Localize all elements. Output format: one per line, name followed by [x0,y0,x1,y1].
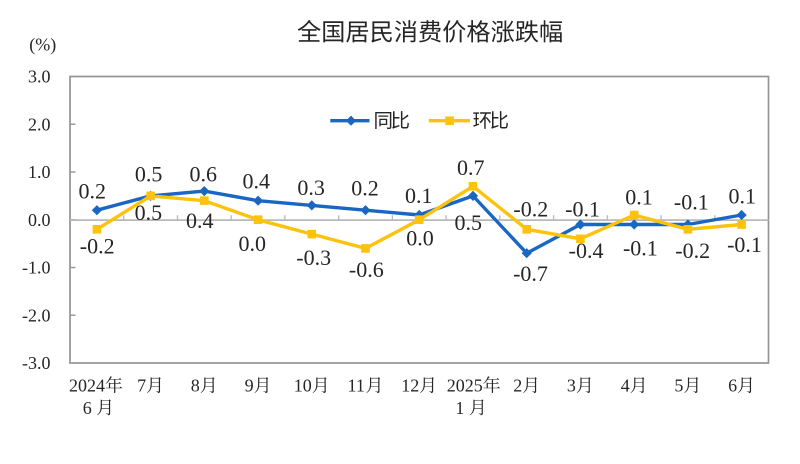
svg-text:1: 1 [455,398,464,418]
svg-text:6: 6 [728,376,737,396]
svg-text:8: 8 [191,376,200,396]
svg-text:12: 12 [401,376,419,396]
svg-text:11: 11 [348,376,365,396]
svg-text:6: 6 [83,398,92,418]
svg-text:-0.1: -0.1 [623,235,658,260]
svg-text:-2.0: -2.0 [22,305,51,325]
svg-text:0.1: 0.1 [728,184,756,209]
svg-text:-0.6: -0.6 [349,257,384,282]
svg-text:(%): (%) [29,35,56,56]
svg-text:-0.7: -0.7 [513,261,548,286]
svg-text:0.4: 0.4 [242,168,270,193]
svg-text:0.0: 0.0 [406,226,434,251]
svg-text:0.5: 0.5 [135,200,163,225]
svg-text:3.0: 3.0 [28,67,51,87]
svg-text:2.0: 2.0 [28,114,51,134]
svg-text:3: 3 [567,376,576,396]
svg-text:1.0: 1.0 [28,162,51,182]
svg-text:-0.2: -0.2 [513,197,548,222]
svg-text:0.0: 0.0 [28,210,51,230]
svg-text:0.6: 0.6 [190,162,218,187]
svg-text:0.1: 0.1 [405,183,433,208]
svg-text:0.0: 0.0 [238,231,266,256]
svg-text:4: 4 [621,376,630,396]
svg-text:0.7: 0.7 [457,155,485,180]
svg-text:0.4: 0.4 [186,208,214,233]
svg-text:-0.2: -0.2 [675,238,710,263]
svg-text:5: 5 [674,376,683,396]
svg-text:-0.1: -0.1 [674,190,709,215]
svg-text:-0.4: -0.4 [569,238,604,263]
svg-text:10: 10 [294,376,312,396]
svg-text:7: 7 [137,376,146,396]
svg-text:2: 2 [513,376,522,396]
svg-text:-0.3: -0.3 [296,245,331,270]
svg-text:0.3: 0.3 [297,175,325,200]
svg-text:-3.0: -3.0 [22,353,51,373]
svg-text:0.2: 0.2 [351,175,379,200]
svg-text:-0.1: -0.1 [727,232,762,257]
svg-text:9: 9 [245,376,254,396]
svg-text:-0.1: -0.1 [565,197,600,222]
svg-text:0.2: 0.2 [79,179,107,204]
svg-text:0.5: 0.5 [454,210,482,235]
svg-text:2024: 2024 [69,376,105,396]
svg-text:-0.2: -0.2 [80,233,115,258]
svg-text:2025: 2025 [447,376,483,396]
svg-text:-1.0: -1.0 [22,258,51,278]
svg-text:0.5: 0.5 [135,162,163,187]
svg-text:0.1: 0.1 [625,185,653,210]
